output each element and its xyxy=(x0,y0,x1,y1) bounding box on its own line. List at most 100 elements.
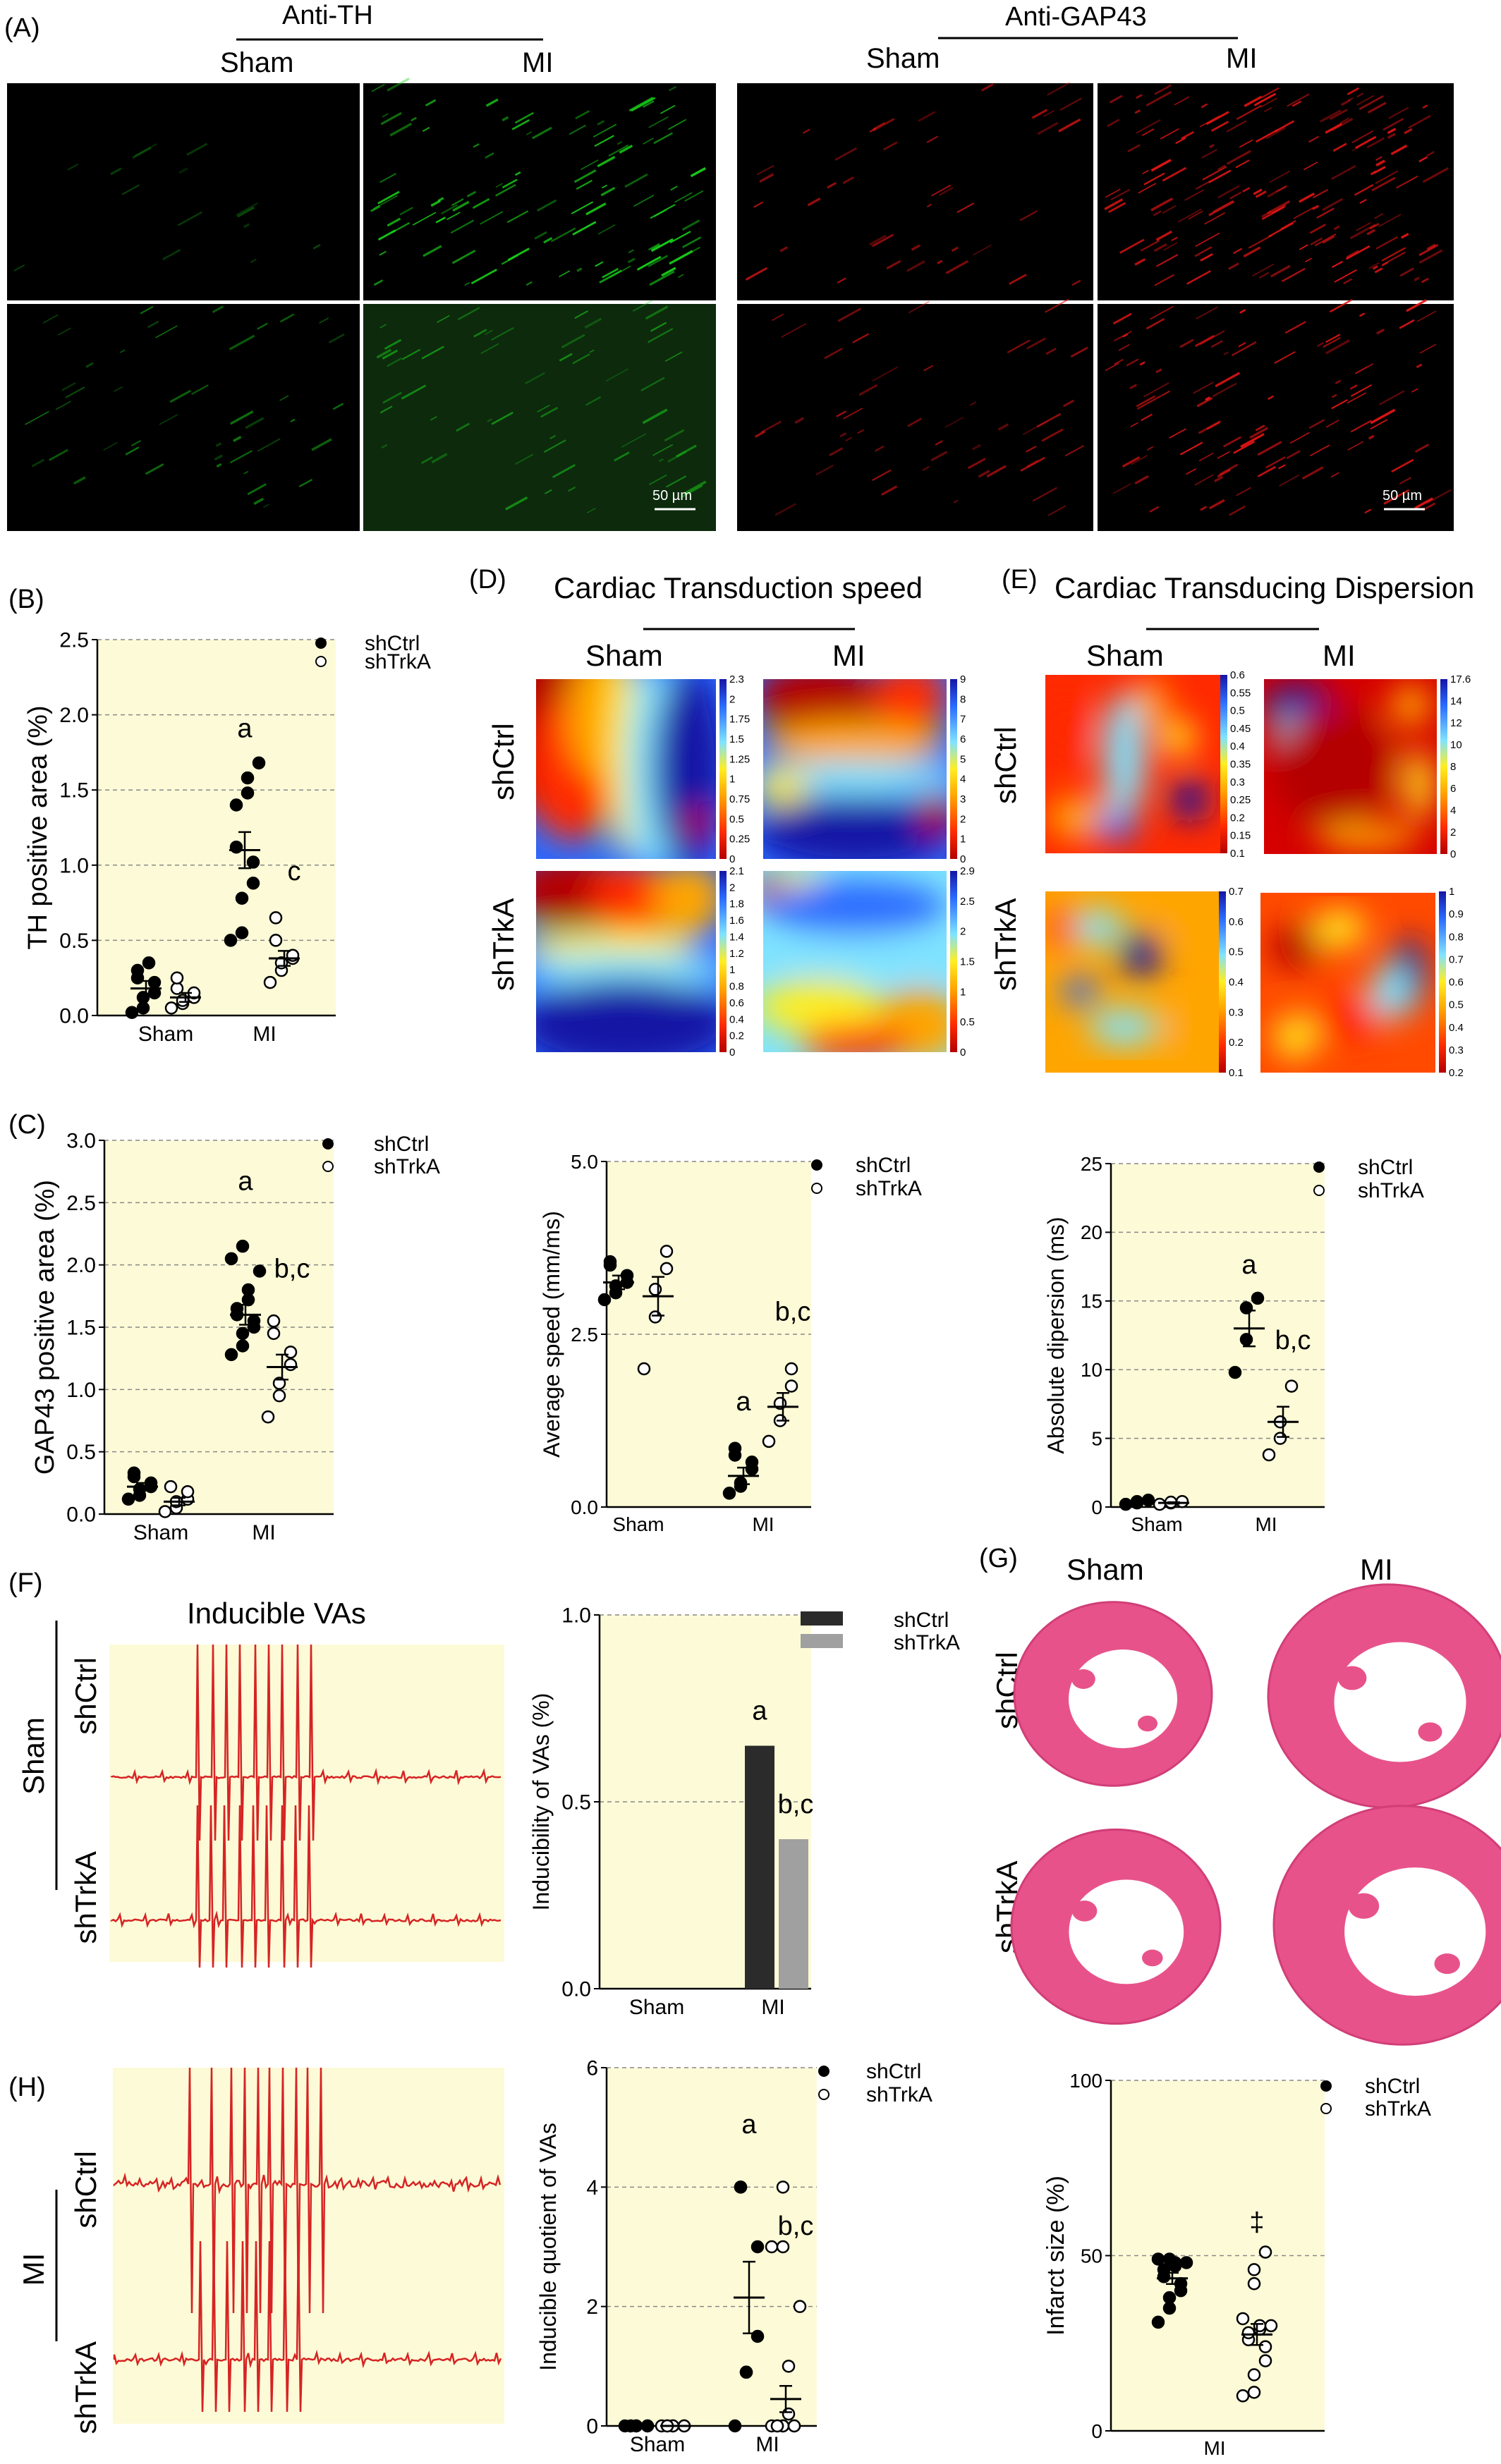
fiber-mark xyxy=(640,377,665,391)
scale-d-mi-shtrka-tick: 1.5 xyxy=(960,956,975,968)
fiber-mark xyxy=(568,486,576,492)
fiber-mark xyxy=(1155,368,1162,374)
panel-d-row-shtrka: shTrkA xyxy=(487,898,520,991)
fiber-mark xyxy=(1154,84,1172,95)
fiber-mark xyxy=(922,465,930,471)
data-point-shctrl xyxy=(235,891,249,905)
fiber-mark xyxy=(85,362,94,368)
fiber-mark xyxy=(1194,474,1214,486)
x-tick-label: MI xyxy=(1203,2437,1225,2459)
fiber-mark xyxy=(674,192,693,203)
fiber-mark xyxy=(843,408,863,420)
scale-d-sham-shtrka-tick: 0.8 xyxy=(729,981,744,993)
panel-e-title: Cardiac Transducing Dispersion xyxy=(1055,571,1474,604)
fiber-mark xyxy=(1032,487,1057,502)
fiber-mark xyxy=(525,131,533,135)
scale-e-mi-shctrl-tick: 17.6 xyxy=(1450,673,1471,685)
fiber-mark xyxy=(1105,188,1121,198)
fiber-mark xyxy=(1351,130,1373,144)
fiber-mark xyxy=(1354,362,1374,374)
fiber-mark xyxy=(1257,441,1282,456)
fiber-mark xyxy=(837,277,846,283)
fiber-mark xyxy=(1349,384,1358,390)
fiber-mark xyxy=(1356,94,1375,106)
fiber-mark xyxy=(1263,106,1272,113)
fiber-mark xyxy=(1058,118,1081,133)
fiber-mark xyxy=(1186,270,1211,285)
fiber-mark xyxy=(1174,96,1190,106)
data-point-shtrka xyxy=(269,911,283,925)
data-point-shtrka xyxy=(648,1310,662,1324)
scale-d-sham-shctrl-tick: 2 xyxy=(729,693,735,705)
y-tick-label: 2.0 xyxy=(59,704,89,727)
fiber-mark xyxy=(67,163,79,171)
chart-c2: 0.0 2.5 5.0 Average speed (mm/ms) Sham MI shCt… xyxy=(539,1151,922,1535)
fiber-mark xyxy=(491,411,514,425)
fiber-mark xyxy=(561,334,585,348)
fiber-mark xyxy=(1153,210,1162,216)
y-axis-label: Infarct size (%) xyxy=(1043,2176,1069,2336)
fiber-mark xyxy=(1419,343,1437,354)
data-point-shtrka xyxy=(272,1377,286,1390)
heatmap-d-sham-shctrl-inner xyxy=(536,679,716,859)
fiber-mark xyxy=(1354,184,1374,196)
fiber-mark xyxy=(1333,225,1340,231)
fiber-mark xyxy=(1199,330,1225,346)
heatmap-e-sham-shtrka xyxy=(1045,891,1220,1073)
fiber-mark xyxy=(1374,267,1383,274)
fiber-mark xyxy=(1248,234,1272,249)
fiber-mark xyxy=(532,126,552,140)
fiber-mark xyxy=(1226,120,1247,133)
fiber-mark xyxy=(945,260,969,274)
annotation-label: b,c xyxy=(775,1297,811,1326)
heatmap-d-sham-shtrka-inner xyxy=(536,871,716,1052)
data-point-shctrl xyxy=(241,1283,255,1297)
heat-blob xyxy=(1120,933,1163,977)
fiber-mark xyxy=(1376,161,1386,167)
fiber-mark xyxy=(624,173,648,188)
data-point-shtrka xyxy=(170,971,184,984)
heatmap-d-sham-shctrl xyxy=(536,679,716,859)
fiber-mark xyxy=(967,458,986,470)
fiber-mark xyxy=(690,166,707,178)
fiber-mark xyxy=(605,368,629,382)
fiber-mark xyxy=(1303,161,1318,171)
fiber-mark xyxy=(1349,223,1376,240)
heatmap-e-mi-shtrka xyxy=(1260,893,1435,1073)
anti-th-mi-label: MI xyxy=(522,47,553,78)
fiber-mark xyxy=(829,447,844,457)
scale-d-mi-shtrka-bar xyxy=(950,871,957,1052)
heat-blob xyxy=(1371,965,1413,1019)
anti-gap43-sham-label: Sham xyxy=(866,43,940,74)
fiber-mark xyxy=(1214,475,1224,482)
fiber-mark xyxy=(1205,396,1211,401)
fiber-mark xyxy=(1391,458,1414,473)
fiber-mark xyxy=(1143,382,1169,398)
scale-e-mi-shtrka-tick: 0.5 xyxy=(1449,999,1464,1011)
fiber-mark xyxy=(1188,210,1203,220)
fiber-mark xyxy=(1150,159,1172,172)
fiber-mark xyxy=(25,410,49,425)
fiber-mark xyxy=(382,113,389,118)
fiber-mark xyxy=(379,324,387,329)
fiber-mark xyxy=(1340,99,1351,106)
fiber-mark xyxy=(456,422,470,432)
scale-d-sham-shctrl-tick: 1.25 xyxy=(729,753,750,765)
fiber-mark xyxy=(608,144,629,157)
fiber-mark xyxy=(834,147,857,161)
data-point-shtrka xyxy=(660,1245,674,1258)
scale-e-sham-shctrl-tick: 0.55 xyxy=(1230,687,1251,699)
data-point-shtrka xyxy=(762,1434,776,1448)
fiber-mark xyxy=(1253,188,1263,195)
fiber-mark xyxy=(1134,475,1149,485)
micrograph-gap43-sham-shctrl xyxy=(737,82,1093,300)
data-point-shctrl xyxy=(224,934,238,947)
data-point-shtrka xyxy=(637,1362,651,1376)
fiber-mark xyxy=(215,442,222,447)
fiber-mark xyxy=(682,236,702,248)
fiber-mark xyxy=(1009,274,1027,285)
fiber-mark xyxy=(1255,425,1265,432)
fiber-mark xyxy=(472,197,490,209)
heatmap-e-sham-shtrka-blobs xyxy=(1048,900,1203,1046)
